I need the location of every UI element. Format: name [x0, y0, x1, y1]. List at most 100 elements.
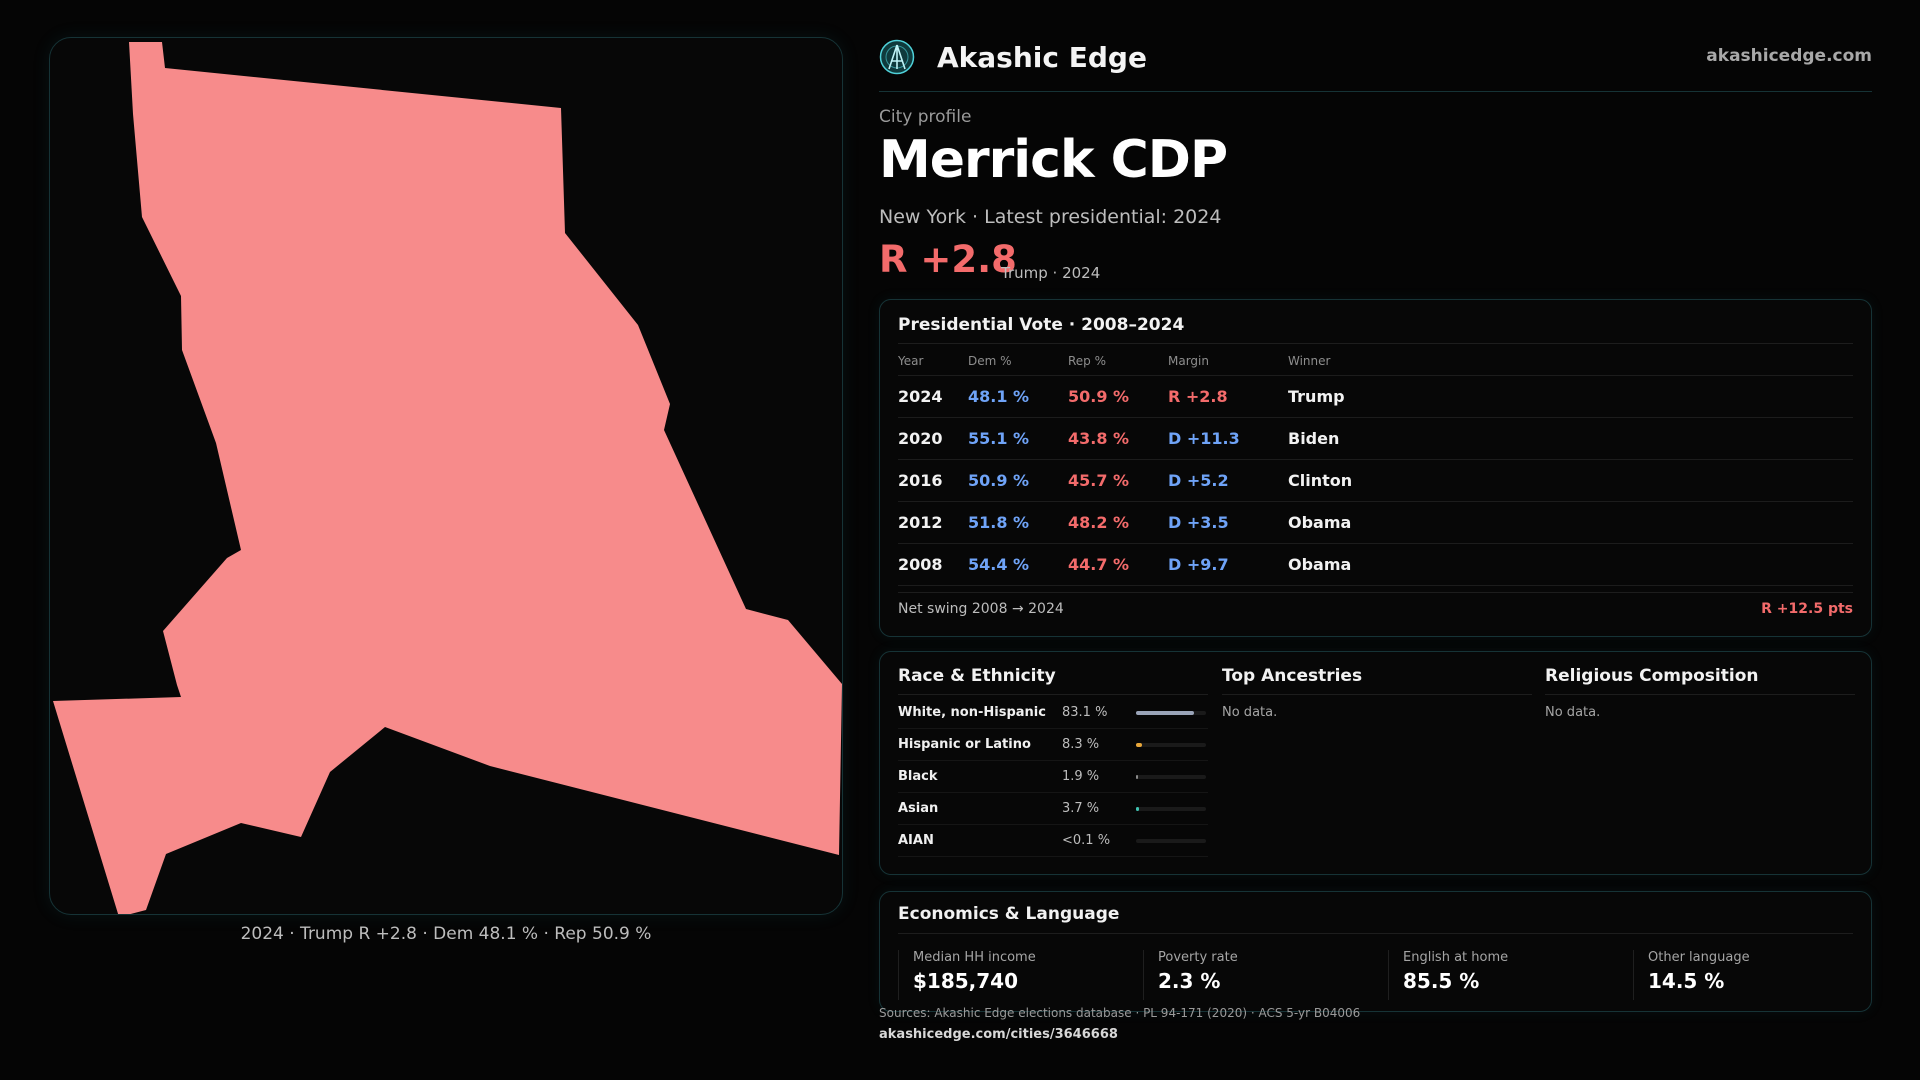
- race-value: 3.7 %: [1062, 801, 1100, 816]
- map-caption: 2024 · Trump R +2.8 · Dem 48.1 % · Rep 5…: [240, 924, 652, 944]
- ancestries-title: Top Ancestries: [1222, 666, 1363, 686]
- religion-section: Religious Composition No data.: [1545, 666, 1855, 720]
- row-year: 2012: [898, 513, 943, 532]
- profile-subtitle: New York · Latest presidential: 2024: [879, 206, 1222, 228]
- profile-eyebrow: City profile: [879, 107, 972, 127]
- row-rep-pct: 50.9 %: [1068, 387, 1130, 406]
- econ-other-language: Other language 14.5 %: [1633, 950, 1750, 1000]
- race-bar: [1136, 806, 1139, 811]
- list-item: White, non-Hispanic 83.1 %: [898, 697, 1208, 729]
- ancestries-empty: No data.: [1222, 705, 1278, 720]
- latest-margin-detail: Trump · 2024: [1001, 264, 1101, 282]
- divider: [898, 343, 1853, 344]
- row-year: 2024: [898, 387, 943, 406]
- sources-note: Sources: Akashic Edge elections database…: [879, 1006, 1361, 1020]
- race-label: Black: [898, 769, 938, 784]
- net-swing-value: R +12.5 pts: [1761, 601, 1853, 617]
- brand-name: Akashic Edge: [937, 40, 1147, 74]
- race-label: White, non-Hispanic: [898, 705, 1046, 720]
- race-value: 83.1 %: [1062, 705, 1108, 720]
- table-row[interactable]: 2008 54.4 % 44.7 % D +9.7 Obama: [898, 544, 1853, 586]
- row-dem-pct: 50.9 %: [968, 471, 1030, 490]
- race-value: 8.3 %: [1062, 737, 1100, 752]
- brand-url-link[interactable]: akashicedge.com: [1706, 46, 1872, 66]
- table-row[interactable]: 2020 55.1 % 43.8 % D +11.3 Biden: [898, 418, 1853, 460]
- row-winner: Trump: [1288, 387, 1345, 406]
- demographics-card: Race & Ethnicity White, non-Hispanic 83.…: [879, 651, 1872, 875]
- race-bar: [1136, 774, 1138, 779]
- econ-value: 2.3 %: [1158, 969, 1221, 993]
- row-rep-pct: 45.7 %: [1068, 471, 1130, 490]
- race-value: <0.1 %: [1062, 833, 1111, 848]
- econ-median-income: Median HH income $185,740: [898, 950, 1036, 1000]
- row-rep-pct: 48.2 %: [1068, 513, 1130, 532]
- economics-card: Economics & Language Median HH income $1…: [879, 891, 1872, 1012]
- row-margin: D +3.5: [1168, 513, 1229, 532]
- divider: [898, 933, 1853, 934]
- econ-poverty-rate: Poverty rate 2.3 %: [1143, 950, 1238, 1000]
- city-permalink[interactable]: akashicedge.com/cities/3646668: [879, 1027, 1118, 1042]
- row-margin: D +5.2: [1168, 471, 1229, 490]
- brand[interactable]: Akashic Edge: [879, 36, 1147, 78]
- divider: [1545, 694, 1855, 695]
- race-bar-track: [1136, 838, 1206, 843]
- race-bar: [1136, 710, 1194, 715]
- row-year: 2016: [898, 471, 943, 490]
- divider: [1222, 694, 1532, 695]
- row-dem-pct: 55.1 %: [968, 429, 1030, 448]
- divider: [898, 592, 1853, 593]
- presidential-vote-card: Presidential Vote · 2008–2024 Year Dem %…: [879, 299, 1872, 637]
- row-winner: Obama: [1288, 513, 1352, 532]
- ancestries-section: Top Ancestries No data.: [1222, 666, 1532, 720]
- row-year: 2008: [898, 555, 943, 574]
- econ-english-home: English at home 85.5 %: [1388, 950, 1508, 1000]
- race-label: Hispanic or Latino: [898, 737, 1031, 752]
- map-panel[interactable]: [49, 37, 843, 915]
- row-dem-pct: 51.8 %: [968, 513, 1030, 532]
- list-item: Hispanic or Latino 8.3 %: [898, 729, 1208, 761]
- list-item: AIAN <0.1 %: [898, 825, 1208, 857]
- presidential-vote-table: Year Dem % Rep % Margin Winner 2024 48.1…: [898, 346, 1853, 586]
- latest-margin: R +2.8: [879, 238, 1017, 281]
- table-row[interactable]: 2016 50.9 % 45.7 % D +5.2 Clinton: [898, 460, 1853, 502]
- race-value: 1.9 %: [1062, 769, 1100, 784]
- table-row[interactable]: 2012 51.8 % 48.2 % D +3.5 Obama: [898, 502, 1853, 544]
- row-year: 2020: [898, 429, 943, 448]
- econ-value: $185,740: [913, 969, 1019, 993]
- race-bar: [1136, 742, 1142, 747]
- list-item: Black 1.9 %: [898, 761, 1208, 793]
- city-boundary-shape[interactable]: [53, 42, 842, 915]
- economics-title: Economics & Language: [898, 904, 1120, 924]
- header-divider: [879, 91, 1872, 92]
- row-winner: Clinton: [1288, 471, 1353, 490]
- divider: [898, 694, 1208, 695]
- page-title: Merrick CDP: [879, 130, 1228, 190]
- row-rep-pct: 44.7 %: [1068, 555, 1130, 574]
- econ-label: Median HH income: [913, 950, 1036, 965]
- econ-label: Other language: [1648, 950, 1750, 965]
- presidential-vote-title: Presidential Vote · 2008–2024: [898, 315, 1185, 335]
- row-margin: R +2.8: [1168, 387, 1228, 406]
- race-bar-track: [1136, 710, 1206, 715]
- race-label: AIAN: [898, 833, 934, 848]
- city-boundary-map[interactable]: [50, 38, 843, 915]
- race-label: Asian: [898, 801, 939, 816]
- econ-value: 85.5 %: [1403, 969, 1480, 993]
- econ-label: Poverty rate: [1158, 950, 1238, 965]
- row-dem-pct: 54.4 %: [968, 555, 1030, 574]
- table-row[interactable]: 2024 48.1 % 50.9 % R +2.8 Trump: [898, 376, 1853, 418]
- header-year: Year: [898, 353, 924, 368]
- race-bar-track: [1136, 742, 1206, 747]
- table-header: Year Dem % Rep % Margin Winner: [898, 346, 1853, 376]
- race-ethnicity-section: Race & Ethnicity White, non-Hispanic 83.…: [898, 666, 1208, 857]
- row-dem-pct: 48.1 %: [968, 387, 1030, 406]
- religion-title: Religious Composition: [1545, 666, 1759, 686]
- header-dem: Dem %: [968, 353, 1012, 368]
- row-winner: Biden: [1288, 429, 1340, 448]
- header-winner: Winner: [1288, 353, 1331, 368]
- race-bar-track: [1136, 774, 1206, 779]
- row-rep-pct: 43.8 %: [1068, 429, 1130, 448]
- list-item: Asian 3.7 %: [898, 793, 1208, 825]
- econ-value: 14.5 %: [1648, 969, 1725, 993]
- race-bar-track: [1136, 806, 1206, 811]
